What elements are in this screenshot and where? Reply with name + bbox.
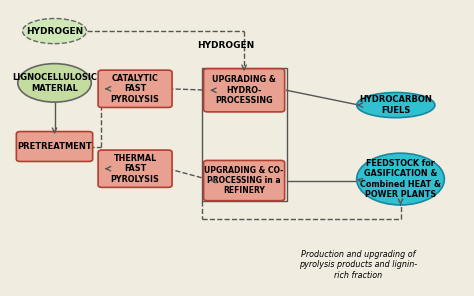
Text: THERMAL
FAST
PYROLYSIS: THERMAL FAST PYROLYSIS bbox=[110, 154, 160, 184]
FancyBboxPatch shape bbox=[203, 160, 284, 201]
FancyBboxPatch shape bbox=[98, 70, 172, 107]
Text: UPGRADING &
HYDRO-
PROCESSING: UPGRADING & HYDRO- PROCESSING bbox=[212, 75, 276, 105]
Ellipse shape bbox=[356, 153, 444, 205]
Text: HYDROCARBON
FUELS: HYDROCARBON FUELS bbox=[359, 95, 432, 115]
Text: HYDROGEN: HYDROGEN bbox=[26, 27, 83, 36]
Text: PRETREATMENT: PRETREATMENT bbox=[17, 142, 92, 151]
Ellipse shape bbox=[18, 64, 91, 102]
Text: UPGRADING & CO-
PROCESSING in a
REFINERY: UPGRADING & CO- PROCESSING in a REFINERY bbox=[204, 166, 284, 195]
Ellipse shape bbox=[356, 92, 435, 118]
FancyBboxPatch shape bbox=[203, 69, 284, 112]
Text: CATALYTIC
FAST
PYROLYSIS: CATALYTIC FAST PYROLYSIS bbox=[110, 74, 160, 104]
Text: HYDROGEN: HYDROGEN bbox=[197, 41, 254, 50]
FancyBboxPatch shape bbox=[98, 150, 172, 187]
Text: Production and upgrading of
pyrolysis products and lignin-
rich fraction: Production and upgrading of pyrolysis pr… bbox=[299, 250, 417, 280]
Text: LIGNOCELLULOSIC
MATERIAL: LIGNOCELLULOSIC MATERIAL bbox=[12, 73, 97, 93]
FancyBboxPatch shape bbox=[17, 131, 92, 161]
Ellipse shape bbox=[23, 18, 86, 44]
Text: FEEDSTOCK for
GASIFICATION &
Combined HEAT &
POWER PLANTS: FEEDSTOCK for GASIFICATION & Combined HE… bbox=[360, 159, 441, 199]
